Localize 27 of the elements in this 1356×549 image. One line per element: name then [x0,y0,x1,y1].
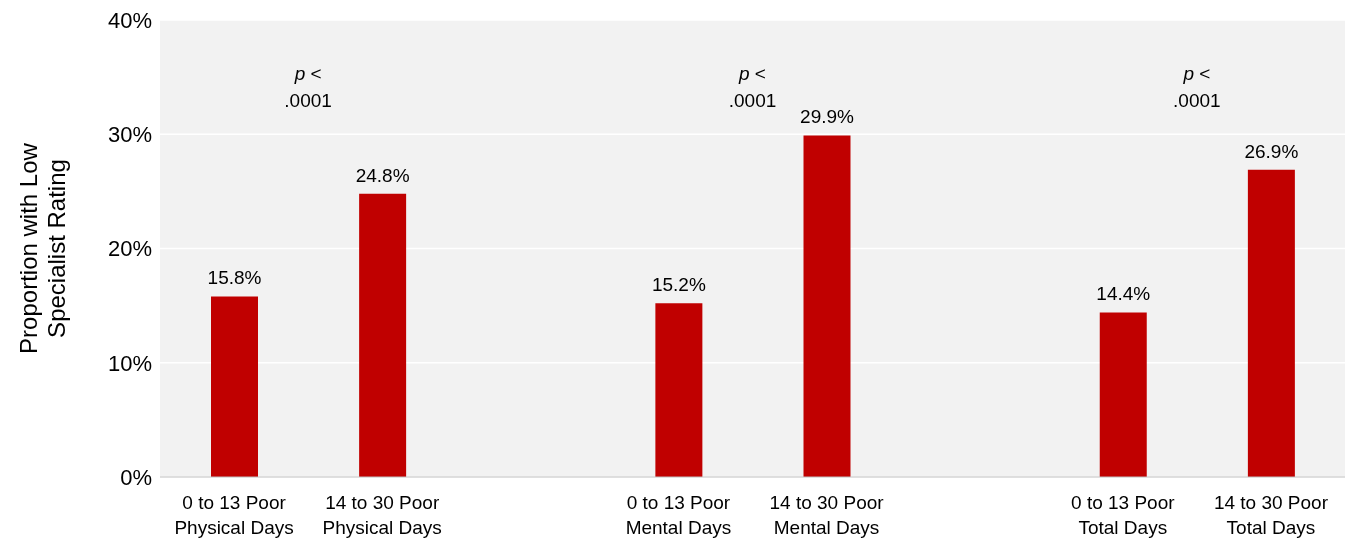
y-axis-title: Proportion with Low Specialist Rating [15,142,70,354]
y-tick-label: 20% [107,236,152,262]
annotation: p < .0001 [1173,62,1221,111]
bar [1099,312,1147,477]
bar [359,193,407,477]
bar [803,135,851,477]
annotation: p < .0001 [284,62,332,111]
x-tick-label: 0 to 13 Poor Mental Days [625,492,732,538]
y-tick-label: 30% [107,122,152,148]
bar [655,303,703,477]
data-label: 24.8% [355,164,410,186]
x-tick-label: 0 to 13 Poor Total Days [1071,492,1176,538]
data-label: 15.2% [651,274,706,296]
data-label: 29.9% [800,106,855,128]
y-tick-label: 0% [120,464,152,490]
x-tick-label: 14 to 30 Poor Mental Days [769,492,885,538]
y-tick-label: 10% [107,350,152,376]
bar [211,296,258,477]
x-tick-label: 14 to 30 Poor Total Days [1213,492,1329,538]
data-label: 15.8% [207,267,262,289]
data-label: 14.4% [1096,283,1151,305]
data-label: 26.9% [1244,140,1299,162]
x-tick-label: 0 to 13 Poor Physical Days [174,492,294,538]
bar [1247,169,1295,477]
x-tick-label: 14 to 30 Poor Physical Days [322,492,442,538]
annotation: p < .0001 [728,62,777,111]
y-tick-label: 40% [107,7,152,33]
